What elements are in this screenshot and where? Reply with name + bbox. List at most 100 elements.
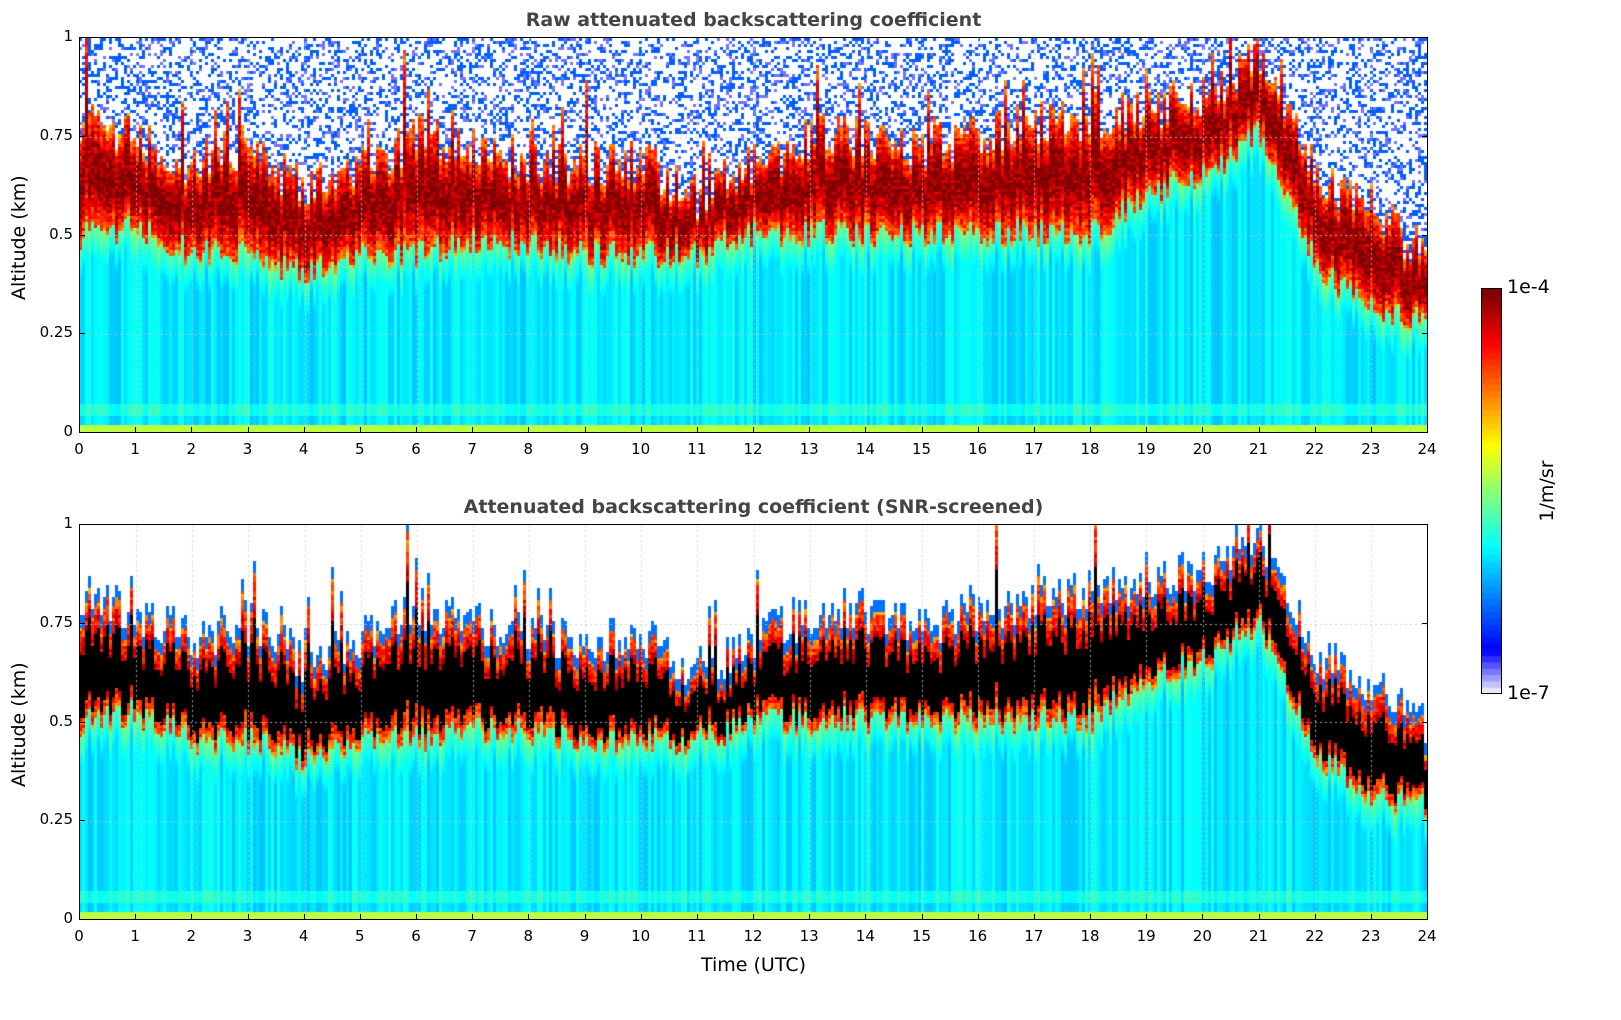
x-tick-label: 14 xyxy=(855,927,875,945)
x-tick-label: 17 xyxy=(1024,440,1044,458)
x-tick-label: 16 xyxy=(968,927,988,945)
x-tick-mark xyxy=(303,427,305,433)
x-tick-label: 15 xyxy=(911,440,932,458)
x-tick-mark xyxy=(1146,914,1148,920)
y-tick-mark xyxy=(79,721,85,723)
x-tick-mark xyxy=(809,914,811,920)
x-tick-label: 22 xyxy=(1305,440,1325,458)
x-tick-label: 19 xyxy=(1136,927,1156,945)
colorbar-min-label: 1e-7 xyxy=(1507,682,1550,704)
y-tick-mark xyxy=(79,622,85,624)
y-tick-mark xyxy=(1422,234,1428,236)
x-tick-mark xyxy=(359,914,361,920)
x-tick-mark xyxy=(528,914,530,920)
x-tick-label: 22 xyxy=(1305,927,1325,945)
x-tick-label: 10 xyxy=(631,927,651,945)
x-tick-label: 3 xyxy=(242,927,253,945)
x-tick-label: 8 xyxy=(523,927,534,945)
x-tick-mark xyxy=(472,914,474,920)
x-tick-mark xyxy=(809,427,811,433)
x-tick-label: 20 xyxy=(1192,927,1212,945)
top-plot-title: Raw attenuated backscattering coefficien… xyxy=(525,9,982,31)
y-tick-mark xyxy=(1422,721,1428,723)
x-tick-label: 14 xyxy=(855,440,875,458)
x-tick-label: 1 xyxy=(130,927,140,945)
x-tick-label: 15 xyxy=(911,927,932,945)
x-tick-label: 0 xyxy=(74,440,84,458)
x-tick-mark xyxy=(303,914,305,920)
y-tick-mark xyxy=(1422,919,1428,920)
x-tick-label: 23 xyxy=(1361,927,1381,945)
x-tick-label: 6 xyxy=(411,927,421,945)
x-tick-label: 7 xyxy=(467,927,477,945)
x-tick-label: 5 xyxy=(355,440,365,458)
x-tick-mark xyxy=(1202,427,1204,433)
y-tick-label: 0.75 xyxy=(39,125,73,144)
x-tick-label: 8 xyxy=(523,440,534,458)
x-tick-mark xyxy=(865,914,867,920)
x-tick-mark xyxy=(1090,914,1091,920)
x-tick-mark xyxy=(921,427,923,433)
x-tick-label: 18 xyxy=(1080,927,1100,945)
x-tick-mark xyxy=(1314,914,1316,920)
x-tick-mark xyxy=(1427,427,1428,433)
x-tick-label: 11 xyxy=(687,440,707,458)
x-tick-mark xyxy=(1202,914,1204,920)
x-tick-label: 24 xyxy=(1417,440,1437,458)
x-tick-mark xyxy=(1033,427,1035,433)
y-tick-label: 0.5 xyxy=(49,224,73,243)
x-tick-label: 6 xyxy=(411,440,421,458)
colorbar-max-label: 1e-4 xyxy=(1507,276,1550,298)
y-tick-mark xyxy=(79,37,85,38)
y-tick-mark xyxy=(79,432,85,433)
y-tick-label: 0 xyxy=(63,909,73,927)
y-tick-mark xyxy=(79,135,85,137)
x-tick-mark xyxy=(1258,914,1260,920)
screened-heatmap-canvas xyxy=(80,525,1427,919)
x-tick-label: 2 xyxy=(186,440,197,458)
x-tick-mark xyxy=(1427,914,1428,920)
y-tick-mark xyxy=(1422,333,1428,335)
y-tick-label: 0.75 xyxy=(39,612,73,631)
x-tick-mark xyxy=(1033,914,1035,920)
colorbar-unit-label: 1/m/sr xyxy=(1536,460,1558,522)
x-tick-label: 5 xyxy=(355,927,365,945)
colorbar xyxy=(1481,288,1502,694)
y-tick-label: 0.25 xyxy=(39,810,73,829)
x-tick-label: 0 xyxy=(74,927,84,945)
x-tick-mark xyxy=(640,427,642,433)
x-tick-label: 24 xyxy=(1417,927,1437,945)
y-tick-mark xyxy=(79,919,85,920)
x-tick-label: 20 xyxy=(1192,440,1212,458)
x-tick-label: 13 xyxy=(799,440,819,458)
x-tick-mark xyxy=(528,427,530,433)
x-tick-mark xyxy=(1258,427,1260,433)
x-tick-mark xyxy=(191,427,193,433)
bottom-plot-title: Attenuated backscattering coefficient (S… xyxy=(463,496,1044,518)
x-tick-label: 9 xyxy=(579,440,590,458)
x-tick-mark xyxy=(640,914,642,920)
x-tick-mark xyxy=(921,914,923,920)
y-tick-mark xyxy=(79,333,85,335)
y-tick-mark xyxy=(1422,622,1428,624)
x-tick-mark xyxy=(753,427,754,433)
x-tick-label: 18 xyxy=(1080,440,1100,458)
x-tick-mark xyxy=(191,914,193,920)
raw-backscatter-heatmap xyxy=(79,37,1428,433)
x-tick-label: 23 xyxy=(1361,440,1381,458)
x-tick-label: 16 xyxy=(968,440,988,458)
x-axis-label: Time (UTC) xyxy=(700,954,807,976)
y-tick-label: 0.5 xyxy=(49,711,73,730)
y-tick-mark xyxy=(1422,524,1428,525)
x-tick-label: 19 xyxy=(1136,440,1156,458)
x-tick-label: 17 xyxy=(1024,927,1044,945)
x-tick-label: 21 xyxy=(1248,927,1269,945)
x-tick-label: 12 xyxy=(743,440,763,458)
x-tick-label: 3 xyxy=(242,440,253,458)
x-tick-label: 13 xyxy=(799,927,819,945)
y-tick-mark xyxy=(79,234,85,236)
x-tick-label: 12 xyxy=(743,927,763,945)
x-tick-label: 7 xyxy=(467,440,477,458)
x-tick-mark xyxy=(416,914,417,920)
